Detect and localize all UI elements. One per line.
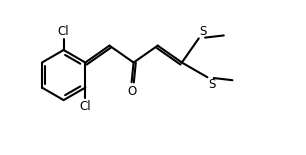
Text: S: S <box>199 25 207 38</box>
Text: Cl: Cl <box>80 100 91 113</box>
Text: O: O <box>127 85 136 98</box>
Text: Cl: Cl <box>58 25 69 38</box>
Text: S: S <box>208 78 215 91</box>
